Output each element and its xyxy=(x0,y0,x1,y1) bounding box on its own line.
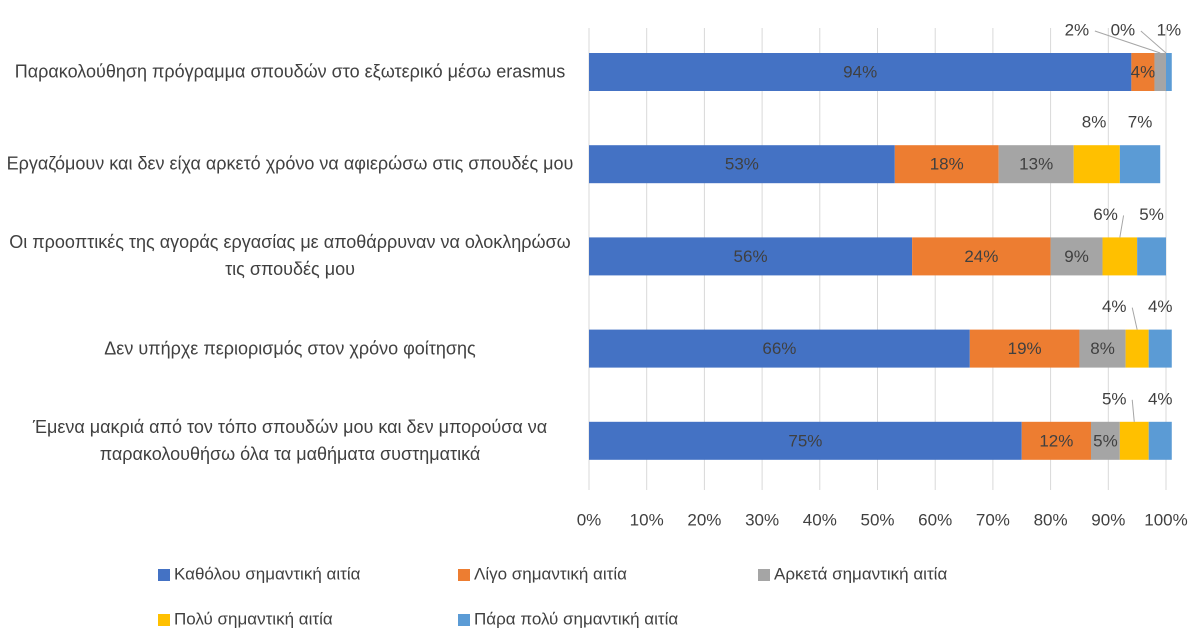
bar-segment xyxy=(1125,329,1149,368)
data-label: 4% xyxy=(1148,389,1173,408)
data-label: 5% xyxy=(1093,431,1118,450)
leader-line xyxy=(1119,215,1125,238)
bar-segment xyxy=(589,53,1132,91)
bar-segment xyxy=(1050,237,1103,276)
bar-segment xyxy=(998,145,1074,184)
category-label: Παρακολούθηση πρόγραμμα σπουδών στο εξωτ… xyxy=(14,61,566,82)
x-tick-label: 80% xyxy=(1034,510,1068,529)
x-tick-label: 0% xyxy=(577,510,602,529)
legend-swatch xyxy=(458,614,470,626)
legend-label: Πάρα πολύ σημαντική αιτία xyxy=(474,609,678,628)
data-label: 56% xyxy=(734,247,768,266)
data-label: 5% xyxy=(1102,389,1127,408)
category-label: Οι προοπτικές της αγοράς εργασίας με απο… xyxy=(9,232,571,280)
legend-swatch xyxy=(158,569,170,581)
bar-segment xyxy=(1119,145,1161,184)
legend-swatch xyxy=(758,569,770,581)
category-label: Εργαζόμουν και δεν είχα αρκετό χρόνο να … xyxy=(6,153,574,174)
data-label: 24% xyxy=(964,247,998,266)
x-tick-label: 10% xyxy=(630,510,664,529)
bar-segment xyxy=(1090,421,1120,460)
legend-label: Λίγο σημαντική αιτία xyxy=(474,564,627,583)
data-label: 5% xyxy=(1139,205,1164,224)
data-label: 66% xyxy=(762,339,796,358)
data-label: 0% xyxy=(1111,20,1136,39)
category-label: Δεν υπήρχε περιορισμός στον χρόνο φοίτησ… xyxy=(104,338,476,359)
x-tick-label: 60% xyxy=(918,510,952,529)
bar-segment xyxy=(1073,145,1120,184)
bar-segment xyxy=(1119,421,1149,460)
data-label: 6% xyxy=(1093,205,1118,224)
data-label: 4% xyxy=(1102,297,1127,316)
bar-segment xyxy=(589,421,1022,460)
data-label: 75% xyxy=(788,431,822,450)
x-tick-label: 50% xyxy=(860,510,894,529)
data-label: 19% xyxy=(1008,339,1042,358)
bar-segment xyxy=(1021,421,1091,460)
data-label: 7% xyxy=(1128,113,1153,132)
bar-segment xyxy=(894,145,999,184)
data-label: 12% xyxy=(1039,431,1073,450)
bar-segment xyxy=(912,237,1051,276)
legend-label: Πολύ σημαντική αιτία xyxy=(174,609,333,628)
x-tick-label: 20% xyxy=(687,510,721,529)
data-label: 94% xyxy=(843,62,877,81)
legend-swatch xyxy=(458,569,470,581)
data-label: 53% xyxy=(725,155,759,174)
data-label: 9% xyxy=(1064,247,1089,266)
category-label: Έμενα μακριά από τον τόπο σπουδών μου κα… xyxy=(32,416,548,464)
data-label: 2% xyxy=(1065,20,1090,39)
data-label: 4% xyxy=(1148,297,1173,316)
data-label: 8% xyxy=(1082,113,1107,132)
data-label: 1% xyxy=(1157,20,1182,39)
legend-label: Καθόλου σημαντική αιτία xyxy=(174,564,361,583)
legend-swatch xyxy=(158,614,170,626)
bar-segment xyxy=(1148,329,1172,368)
x-tick-label: 100% xyxy=(1144,510,1187,529)
legend-label: Αρκετά σημαντική αιτία xyxy=(774,564,947,583)
bar-segment xyxy=(1131,53,1155,91)
bar-segment xyxy=(589,329,970,368)
bar-segment xyxy=(1137,237,1166,276)
bar-segment xyxy=(1148,421,1172,460)
bar-segment xyxy=(969,329,1080,368)
leader-line xyxy=(1094,30,1161,54)
bar-segment xyxy=(1154,53,1166,91)
x-tick-label: 70% xyxy=(976,510,1010,529)
bar-segment xyxy=(1079,329,1126,368)
data-label: 18% xyxy=(930,155,964,174)
data-label: 8% xyxy=(1090,339,1115,358)
bar-segment xyxy=(589,145,895,184)
x-tick-label: 40% xyxy=(803,510,837,529)
bar-segment xyxy=(1102,237,1138,276)
data-label: 13% xyxy=(1019,155,1053,174)
x-tick-label: 30% xyxy=(745,510,779,529)
data-label: 4% xyxy=(1131,62,1156,81)
bar-segment xyxy=(1166,53,1172,91)
leader-line xyxy=(1131,307,1138,330)
leader-line xyxy=(1131,399,1135,422)
bar-segment xyxy=(589,237,913,276)
leader-line xyxy=(1140,30,1167,54)
x-tick-label: 90% xyxy=(1091,510,1125,529)
